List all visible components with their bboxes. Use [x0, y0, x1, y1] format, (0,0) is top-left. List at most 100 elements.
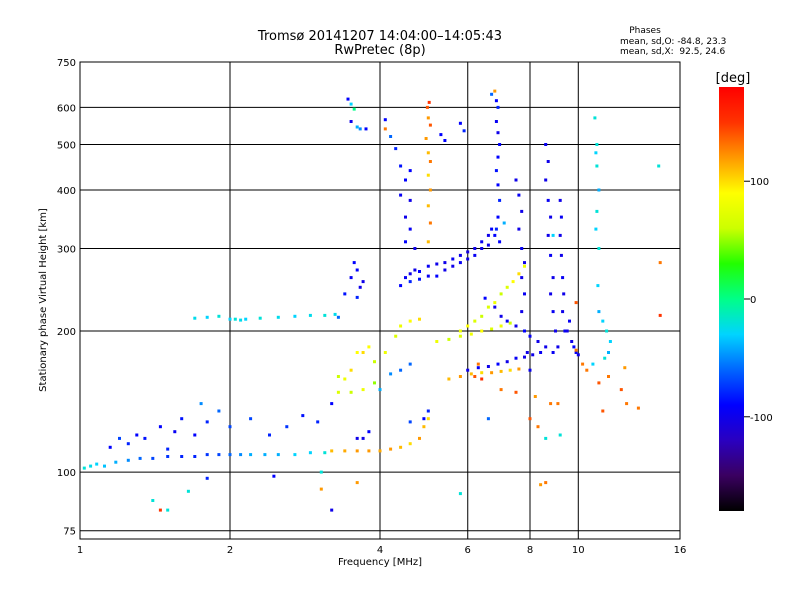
data-point [486, 233, 490, 237]
data-point [466, 257, 470, 261]
data-point [361, 388, 365, 392]
data-point [490, 227, 494, 231]
data-point [408, 169, 412, 173]
data-point [559, 253, 563, 257]
data-point [544, 436, 548, 440]
data-point [514, 324, 518, 328]
data-point [180, 417, 184, 421]
data-point [549, 215, 553, 219]
data-point [544, 345, 548, 349]
data-point [596, 284, 600, 288]
data-point [404, 215, 407, 219]
data-point [496, 215, 500, 219]
data-point [239, 453, 243, 457]
data-points [82, 89, 662, 512]
data-point [399, 445, 403, 449]
data-point [458, 375, 462, 378]
data-point [408, 442, 412, 446]
data-point [319, 487, 323, 491]
data-point [608, 340, 612, 343]
data-point [336, 315, 340, 319]
data-point [486, 365, 490, 368]
y-tick-label: 75 [63, 527, 76, 538]
data-point [565, 329, 569, 333]
data-point [418, 317, 421, 321]
data-point [473, 375, 477, 378]
data-point [458, 261, 462, 265]
data-point [186, 489, 190, 493]
x-tick-label: 16 [674, 545, 687, 556]
x-tick-label: 6 [465, 545, 471, 556]
data-point [480, 329, 484, 333]
data-point [427, 100, 431, 104]
data-point [443, 139, 447, 142]
data-point [496, 131, 500, 135]
data-point [494, 120, 498, 123]
chart-subtitle: RwPretec (8p) [334, 43, 425, 58]
data-point [480, 247, 484, 250]
data-point [476, 366, 480, 370]
x-tick-labels: 1 2 4 6 8 10 16 [77, 545, 687, 556]
data-point [404, 276, 407, 280]
data-point [361, 436, 365, 440]
y-tick-label: 200 [57, 327, 76, 338]
data-point [451, 257, 455, 261]
data-point [607, 351, 610, 354]
data-point [636, 406, 640, 410]
data-point [349, 368, 353, 372]
data-point [439, 133, 443, 137]
data-point [355, 449, 359, 453]
data-point [480, 314, 484, 318]
data-point [228, 317, 232, 321]
y-tick-label: 300 [57, 245, 76, 256]
data-point [355, 436, 359, 440]
colorbar-tick-label: 0 [750, 295, 756, 306]
data-point [425, 105, 429, 109]
data-point [499, 369, 503, 373]
y-tick-labels: 75 100 200 300 400 500 600 750 [57, 58, 76, 538]
data-point [505, 319, 509, 323]
data-point [517, 193, 521, 197]
data-point [399, 164, 403, 168]
grid-lines [80, 62, 680, 539]
x-tick-label: 10 [572, 545, 585, 556]
data-point [285, 425, 289, 429]
y-axis-label: Stationary phase Virtual Height [km] [38, 208, 49, 392]
data-point [469, 332, 473, 336]
data-point [389, 135, 393, 138]
data-point [658, 261, 662, 265]
data-point [451, 264, 455, 268]
data-point [361, 351, 365, 354]
data-point [426, 173, 430, 177]
y-tick-label: 100 [57, 468, 76, 479]
data-point [490, 371, 494, 375]
data-point [118, 436, 121, 440]
data-point [511, 280, 515, 284]
data-point [373, 381, 376, 385]
data-point [418, 436, 421, 440]
data-point [458, 253, 462, 257]
data-point [408, 420, 412, 424]
data-point [158, 425, 162, 429]
data-point [601, 319, 605, 323]
data-point [572, 345, 576, 349]
colorbar-label: [deg] [716, 71, 751, 86]
data-point [323, 451, 327, 455]
data-point [349, 276, 353, 280]
data-point [601, 409, 605, 413]
x-tick-label: 1 [77, 545, 83, 556]
data-point [525, 351, 529, 354]
data-point [496, 155, 500, 159]
data-point [103, 464, 106, 468]
data-point [562, 292, 566, 296]
data-point [426, 274, 430, 278]
data-point [559, 215, 563, 219]
data-point [502, 221, 506, 225]
data-point [404, 178, 407, 182]
data-point [249, 453, 253, 457]
data-point [493, 305, 497, 309]
data-point [499, 388, 503, 392]
data-point [517, 227, 521, 231]
data-point [490, 327, 494, 331]
data-point [520, 247, 524, 250]
